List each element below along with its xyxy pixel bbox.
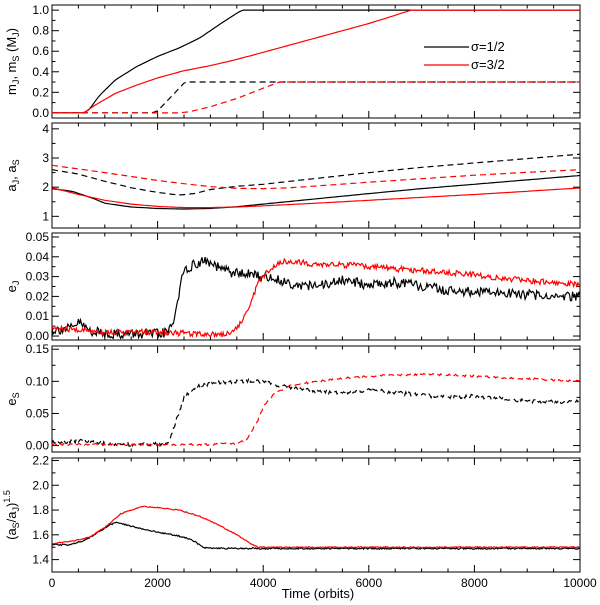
y-axis-label-part: S: [11, 159, 21, 165]
series-line-eJ-1: [52, 257, 580, 339]
y-tick-label: 2.2: [32, 453, 49, 467]
series-line-ratio-1: [52, 505, 580, 549]
y-tick-label: 0.10: [26, 374, 50, 388]
y-axis-label-part: (a: [4, 528, 19, 540]
y-axis-label-part: e: [4, 285, 19, 292]
y-tick-label: 0.15: [26, 342, 50, 356]
y-tick-label: 0.03: [26, 270, 50, 284]
y-tick-label: 4: [42, 122, 49, 136]
legend-label-sigma-half: σ=1/2: [471, 39, 505, 54]
y-tick-label: 1.0: [32, 3, 49, 17]
y-axis-label-eJ: eJ: [4, 281, 21, 293]
panel-semimajor: 1 2 3 4 aJ, aS: [4, 122, 581, 229]
panel-eJ: 0.00 0.01 0.02 0.03 0.04 0.05 eJ: [4, 230, 581, 343]
y-axis-label-part: J: [11, 507, 21, 512]
x-tick-label: 4000: [250, 576, 277, 590]
y-axis-label-part: 1.5: [2, 490, 12, 503]
series-line-semimajor-2: [52, 187, 580, 209]
y-tick-label: 1: [42, 209, 49, 223]
x-tick-label: 2000: [144, 576, 171, 590]
y-tick-label: 0.05: [26, 230, 50, 244]
y-axis-label-part: S: [11, 392, 21, 398]
x-tick-label: 6000: [355, 576, 382, 590]
x-tick-label: 10000: [563, 576, 597, 590]
y-tick-label: 0.00: [26, 439, 50, 453]
y-tick-label: 0.4: [32, 65, 49, 79]
panel-ratio-frame: [51, 457, 581, 573]
x-tick-label: 0: [49, 576, 56, 590]
y-tick-label: 1.4: [32, 553, 49, 567]
series-line-semimajor-0: [52, 174, 580, 210]
y-tick-label: 3: [42, 151, 49, 165]
y-tick-label: 0.00: [26, 329, 50, 343]
series-line-eS-0: [52, 377, 580, 448]
y-axis-label-part: m: [4, 84, 19, 95]
x-axis-label: Time (orbits): [282, 586, 354, 601]
y-axis-label-part: (M: [4, 37, 19, 56]
y-axis-label-part: e: [4, 398, 19, 405]
series-line-semimajor-3: [52, 164, 580, 190]
y-tick-label: 0.05: [26, 406, 50, 420]
legend-label-sigma-three-halves: σ=3/2: [471, 57, 505, 72]
y-axis-label-part: , m: [4, 62, 19, 80]
series-line-eS-1: [52, 372, 580, 447]
panel-eS: 0.00 0.05 0.10 0.15 eS: [4, 342, 581, 453]
series-line-ratio-0: [52, 521, 580, 551]
y-tick-label: 1.8: [32, 503, 49, 517]
y-axis-label-ratio: (aS/aJ)1.5: [2, 490, 21, 540]
y-axis-label-part: J: [11, 80, 21, 85]
y-axis-label-part: /a: [4, 511, 19, 523]
y-tick-label: 0.2: [32, 85, 49, 99]
y-axis-label-semimajor: aJ, aS: [4, 159, 21, 191]
y-axis-label-part: , a: [4, 165, 19, 180]
y-axis-label-part: S: [11, 522, 21, 528]
y-axis-label-part: S: [11, 56, 21, 62]
y-tick-label: 0.02: [26, 289, 50, 303]
y-tick-label: 0.8: [32, 24, 49, 38]
series-line-mass-2: [52, 9, 580, 114]
y-axis-label-eS: eS: [4, 392, 21, 405]
y-axis-label-mass: mJ, mS (MJ): [4, 28, 21, 95]
series-line-semimajor-1: [52, 153, 580, 196]
y-axis-label-part: a: [4, 184, 19, 192]
panel-ratio: 0 2000 4000 6000 8000 10000 1.4 1.6 1.8 2.0 2.2 (aS…: [2, 453, 597, 590]
y-axis-label-part: ): [4, 28, 19, 32]
y-tick-label: 0.04: [26, 250, 50, 264]
y-tick-label: 0.0: [32, 106, 49, 120]
legend: σ=1/2 σ=3/2: [424, 39, 505, 72]
series-line-eJ-0: [52, 256, 580, 340]
y-tick-label: 0.01: [26, 309, 50, 323]
panel-eS-frame: [51, 345, 581, 453]
series-line-mass-3: [52, 81, 580, 114]
y-axis-label-part: J: [11, 281, 21, 286]
y-tick-label: 1.6: [32, 528, 49, 542]
panel-mass: 0.00.20.40.60.81.0mJ, mS (MJ): [4, 3, 581, 120]
y-axis-label-part: J: [11, 180, 21, 185]
y-tick-label: 2.0: [32, 478, 49, 492]
y-tick-label: 0.6: [32, 44, 49, 58]
y-axis-label-part: ): [4, 503, 19, 507]
y-tick-label: 2: [42, 180, 49, 194]
panel-semimajor-frame: [51, 122, 581, 229]
y-axis-label-part: J: [11, 32, 21, 37]
x-tick-label: 8000: [461, 576, 488, 590]
